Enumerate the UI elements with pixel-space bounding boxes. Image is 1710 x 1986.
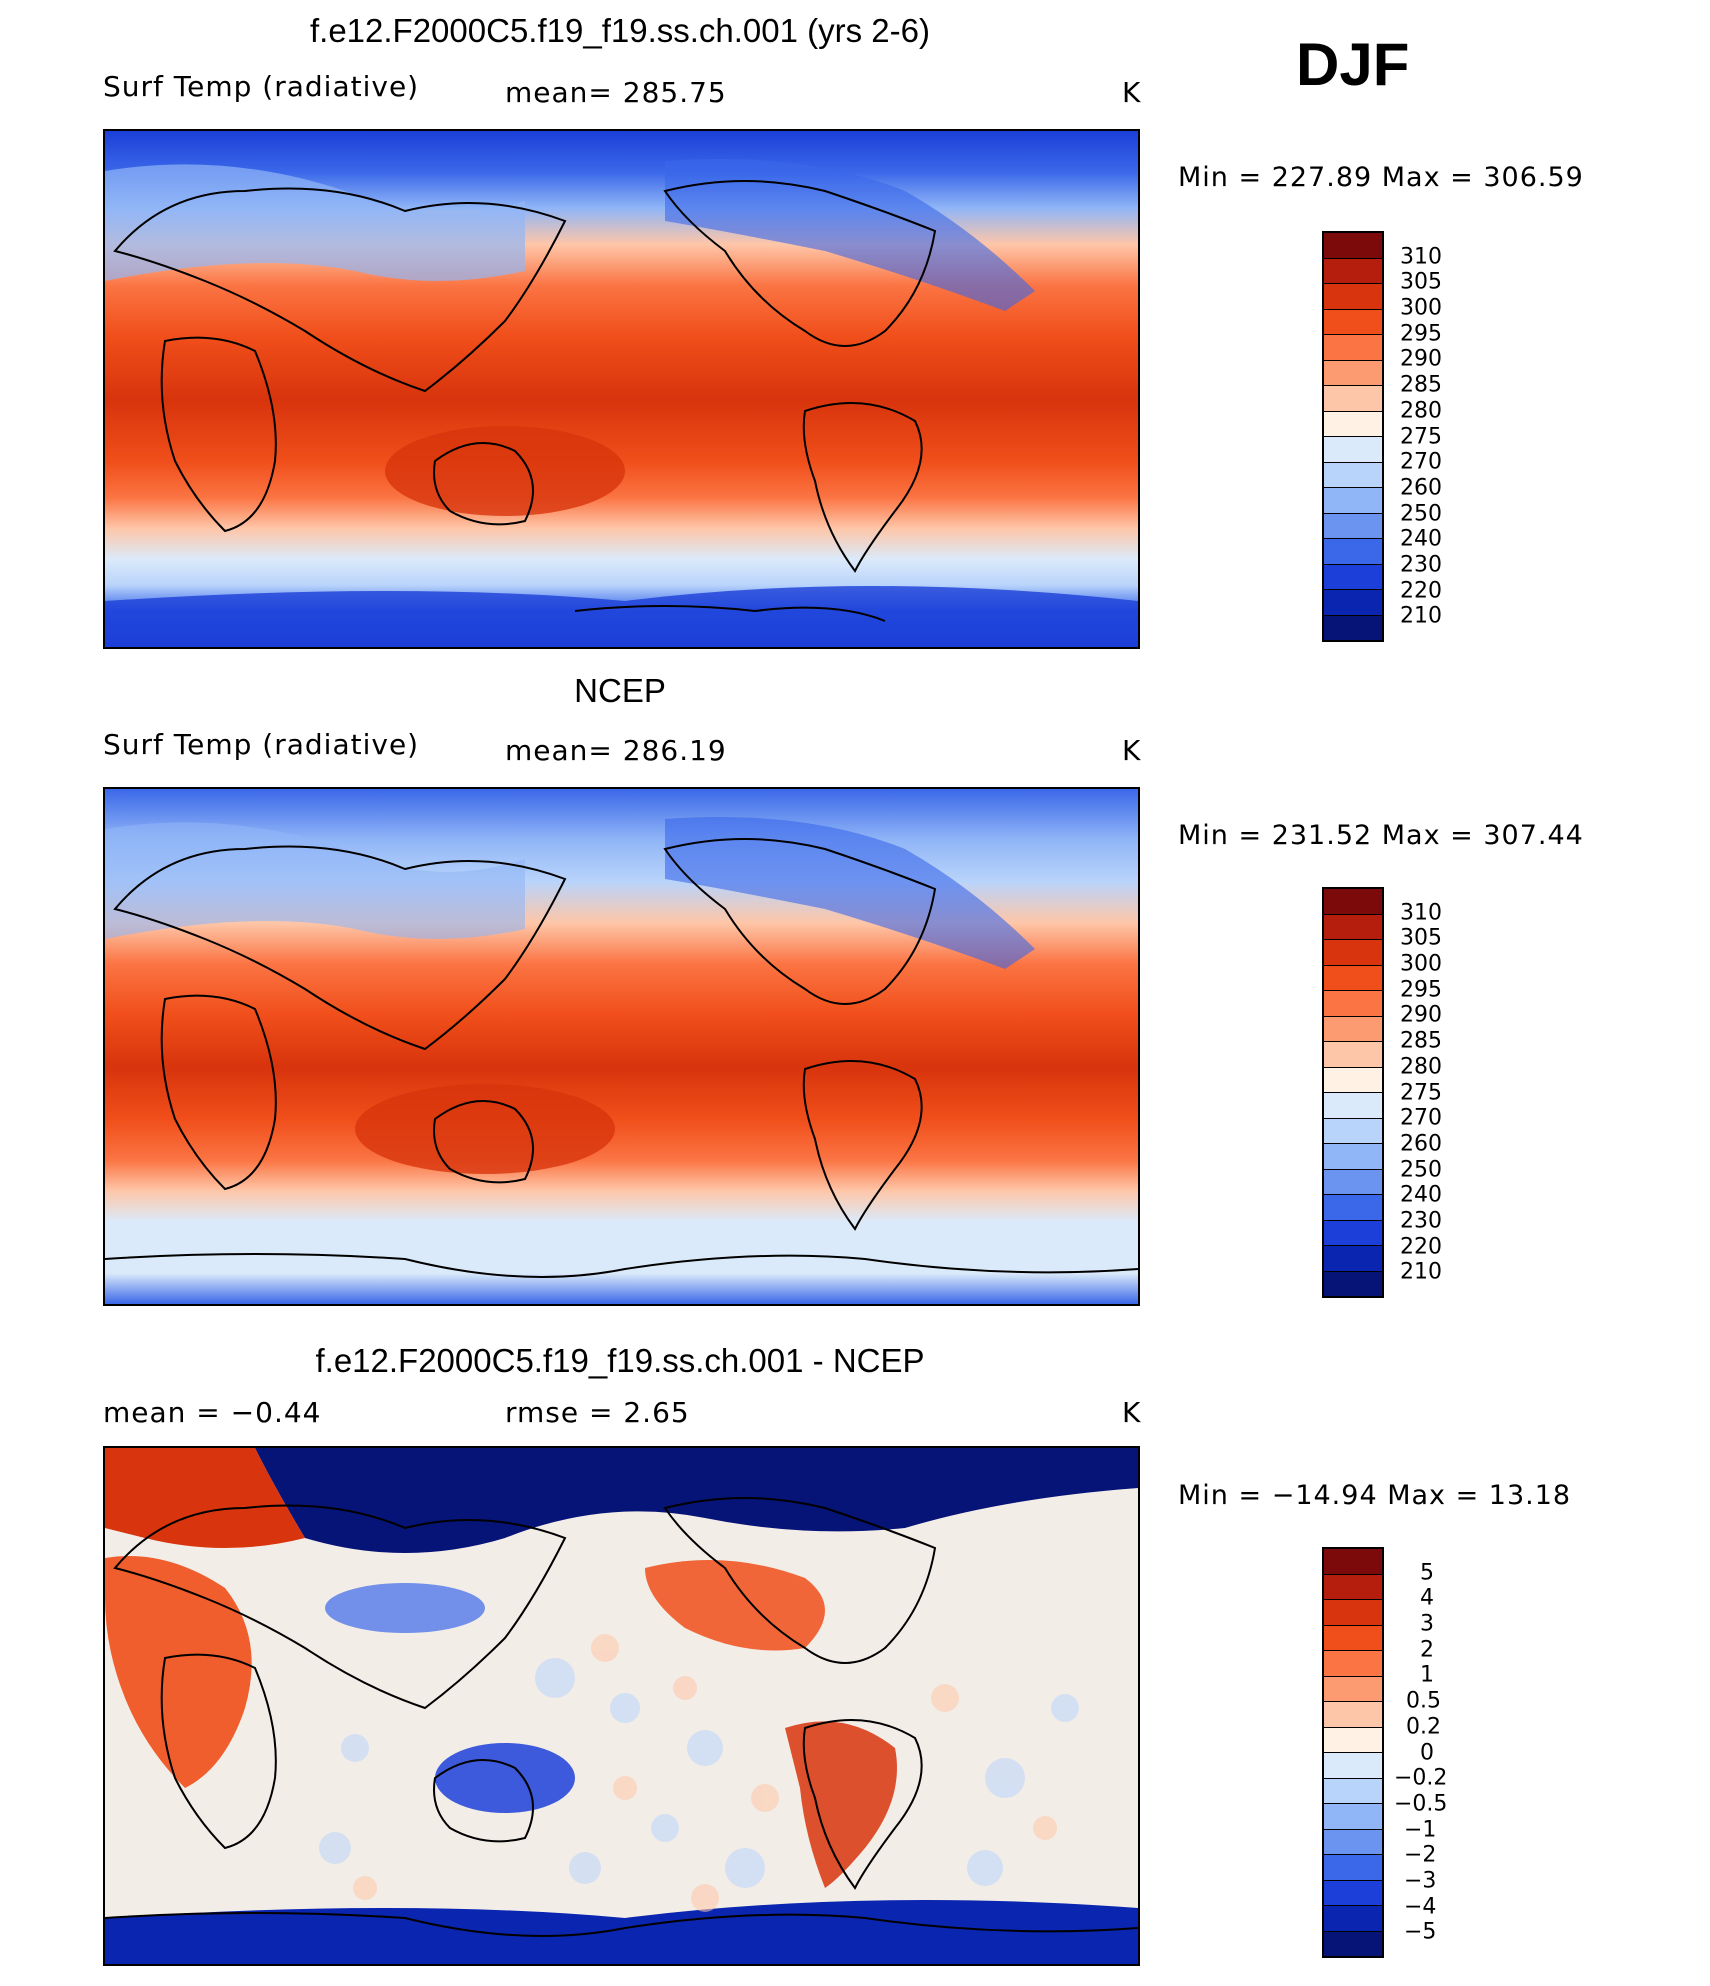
colorbar-tick-label: 310 [1400, 900, 1442, 926]
temperature-map [103, 129, 1140, 649]
season-label: DJF [1296, 31, 1410, 98]
colorbar-tick-label: 0.2 [1406, 1714, 1441, 1740]
colorbar-tick-label: −2 [1404, 1842, 1437, 1868]
colorbar-tick-label: 220 [1400, 1234, 1442, 1260]
difference-map [103, 1446, 1140, 1966]
colorbar-tick-label: −0.2 [1394, 1765, 1448, 1791]
mean-label: mean = −0.44 [103, 1396, 322, 1429]
colorbar-tick-label: −1 [1404, 1817, 1437, 1843]
minmax-label: Min = 227.89 Max = 306.59 [1178, 162, 1584, 193]
colorbar-tick-label: 230 [1400, 1208, 1442, 1234]
colorbar-tick-label: 250 [1400, 501, 1442, 527]
variable-label: Surf Temp (radiative) [103, 70, 420, 103]
colorbar-tick-labels: 310 305 300 295 290 285 280 275 270 260 … [1400, 231, 1520, 642]
colorbar-tick-label: 285 [1400, 372, 1442, 398]
variable-label: Surf Temp (radiative) [103, 728, 420, 761]
colorbar-tick-label: −5 [1404, 1919, 1437, 1945]
colorbar-tick-labels: 5 4 3 2 1 0.5 0.2 0 −0.2 −0.5 −1 −2 −3 −… [1394, 1547, 1520, 1958]
temperature-colorbar [1322, 231, 1384, 642]
colorbar-tick-label: 0.5 [1406, 1688, 1441, 1714]
colorbar-tick-label: 275 [1400, 424, 1442, 449]
mean-label: mean= 286.19 [505, 734, 727, 767]
colorbar-tick-label: 295 [1400, 977, 1442, 1003]
units-label: K [1122, 734, 1142, 767]
units-label: K [1122, 1396, 1142, 1429]
colorbar-tick-label: 220 [1400, 578, 1442, 604]
panel-title: f.e12.F2000C5.f19_f19.ss.ch.001 - NCEP [315, 1342, 925, 1379]
mean-label: mean= 285.75 [505, 76, 727, 109]
temperature-colorbar [1322, 887, 1384, 1298]
minmax-label: Min = −14.94 Max = 13.18 [1178, 1480, 1572, 1511]
colorbar-tick-label: 1 [1420, 1662, 1434, 1688]
colorbar-tick-label: 305 [1400, 925, 1442, 951]
colorbar-tick-label: 210 [1400, 603, 1442, 629]
colorbar-tick-label: 295 [1400, 321, 1442, 347]
colorbar-tick-label: 285 [1400, 1028, 1442, 1054]
colorbar-tick-label: 240 [1400, 1182, 1442, 1208]
colorbar-tick-label: 4 [1420, 1585, 1434, 1611]
colorbar-tick-label: 2 [1420, 1637, 1434, 1663]
colorbar-tick-label: 300 [1400, 295, 1442, 321]
colorbar-tick-label: 275 [1400, 1080, 1442, 1105]
minmax-label: Min = 231.52 Max = 307.44 [1178, 820, 1584, 851]
panel-title: NCEP [574, 672, 666, 709]
difference-colorbar [1322, 1547, 1384, 1958]
colorbar-tick-label: 260 [1400, 475, 1442, 501]
colorbar-tick-label: 280 [1400, 398, 1442, 424]
rmse-label: rmse = 2.65 [505, 1396, 690, 1429]
colorbar-tick-label: 5 [1420, 1560, 1434, 1586]
colorbar-tick-label: 300 [1400, 951, 1442, 977]
colorbar-tick-label: 250 [1400, 1157, 1442, 1183]
colorbar-tick-label: 210 [1400, 1259, 1442, 1285]
units-label: K [1122, 76, 1142, 109]
colorbar-tick-label: 0 [1420, 1740, 1434, 1765]
colorbar-tick-label: 260 [1400, 1131, 1442, 1157]
colorbar-tick-label: −4 [1404, 1894, 1437, 1920]
colorbar-tick-label: 310 [1400, 244, 1442, 270]
colorbar-tick-label: −3 [1404, 1868, 1437, 1894]
colorbar-tick-label: 230 [1400, 552, 1442, 578]
colorbar-tick-labels: 310 305 300 295 290 285 280 275 270 260 … [1400, 887, 1520, 1298]
colorbar-tick-label: 290 [1400, 1002, 1442, 1028]
colorbar-tick-label: 270 [1400, 1105, 1442, 1131]
colorbar-tick-label: 305 [1400, 269, 1442, 295]
colorbar-tick-label: −0.5 [1394, 1791, 1448, 1817]
colorbar-tick-label: 240 [1400, 526, 1442, 552]
colorbar-tick-label: 290 [1400, 346, 1442, 372]
colorbar-tick-label: 280 [1400, 1054, 1442, 1080]
panel-title: f.e12.F2000C5.f19_f19.ss.ch.001 (yrs 2-6… [309, 12, 930, 49]
colorbar-tick-label: 270 [1400, 449, 1442, 475]
temperature-map [103, 787, 1140, 1306]
colorbar-tick-label: 3 [1420, 1611, 1434, 1637]
